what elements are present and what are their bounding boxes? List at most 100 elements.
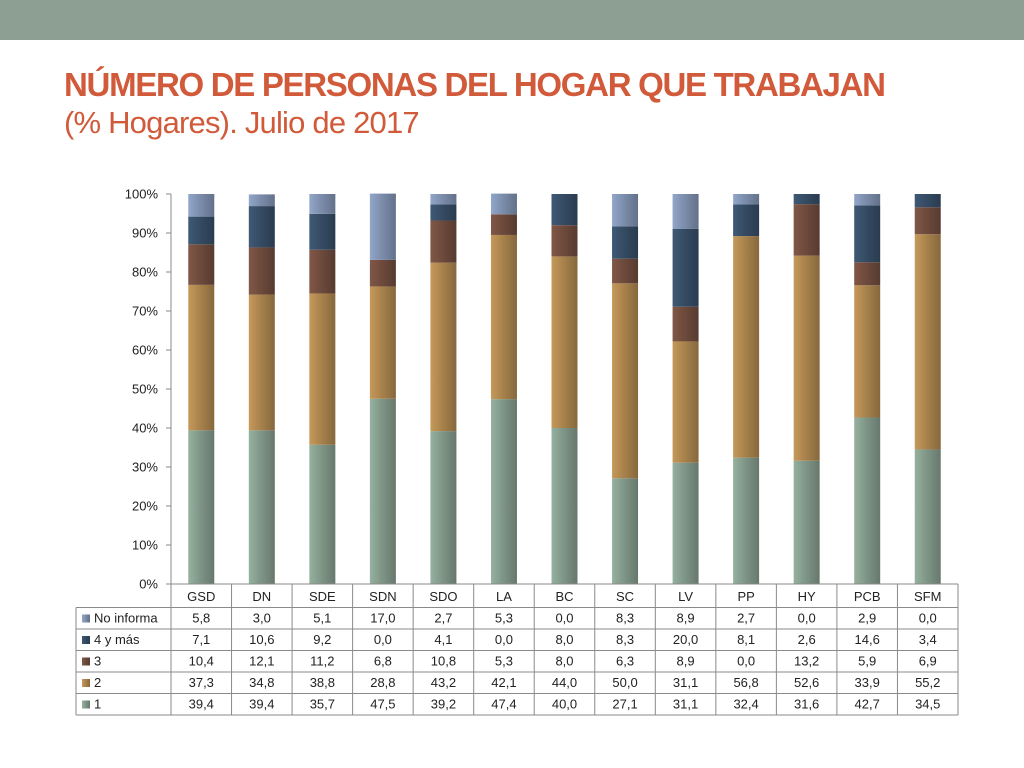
data-label: 14,6 <box>855 632 880 647</box>
data-label: 0,0 <box>495 632 513 647</box>
data-label: 44,0 <box>552 675 577 690</box>
data-label: 56,8 <box>733 675 758 690</box>
data-label: 47,4 <box>491 697 516 712</box>
bar-segment-pcb-5 <box>854 194 881 206</box>
data-label: 12,1 <box>249 654 274 669</box>
bar-segment-lv-3 <box>672 306 699 342</box>
data-label: 10,8 <box>431 654 456 669</box>
data-label: 5,8 <box>192 611 210 626</box>
bar-segment-sfm-3 <box>914 207 941 235</box>
x-category-label: GSD <box>187 589 215 604</box>
data-label: 55,2 <box>915 675 940 690</box>
bar-segment-sfm-4 <box>914 194 941 208</box>
data-label: 8,3 <box>616 632 634 647</box>
legend-key-4 <box>82 636 90 644</box>
data-label: 47,5 <box>370 697 395 712</box>
title-block: NÚMERO DE PERSONAS DEL HOGAR QUE TRABAJA… <box>64 66 984 142</box>
data-label: 8,0 <box>555 632 573 647</box>
data-label: 34,5 <box>915 697 940 712</box>
legend-label: No informa <box>94 611 158 626</box>
data-label: 8,0 <box>555 654 573 669</box>
data-label: 31,1 <box>673 697 698 712</box>
bar-segment-sde-5 <box>309 194 336 214</box>
data-label: 33,9 <box>855 675 880 690</box>
data-label: 4,1 <box>434 632 452 647</box>
data-label: 42,1 <box>491 675 516 690</box>
x-category-label: SDE <box>309 589 336 604</box>
y-tick-label: 90% <box>132 226 158 241</box>
data-label: 50,0 <box>612 675 637 690</box>
bar-segment-hy-1 <box>793 460 820 584</box>
bar-segment-la-3 <box>490 214 517 235</box>
data-label: 20,0 <box>673 632 698 647</box>
x-category-label: LA <box>496 589 512 604</box>
data-label: 39,4 <box>189 697 214 712</box>
bar-segment-la-2 <box>490 234 517 400</box>
bar-segment-lv-2 <box>672 341 699 463</box>
data-label: 6,3 <box>616 654 634 669</box>
data-label: 2,6 <box>798 632 816 647</box>
y-tick-label: 70% <box>132 304 158 319</box>
data-label: 8,1 <box>737 632 755 647</box>
bar-segment-dn-4 <box>248 206 275 248</box>
data-label: 8,3 <box>616 611 634 626</box>
data-label: 38,8 <box>310 675 335 690</box>
bar-segment-pp-5 <box>733 194 760 205</box>
bar-segment-lv-5 <box>672 194 699 229</box>
bar-segment-la-5 <box>490 193 517 215</box>
bar-segment-dn-5 <box>248 194 275 207</box>
bar-segment-sdn-5 <box>369 193 396 260</box>
data-label: 5,9 <box>858 654 876 669</box>
bar-segment-pcb-4 <box>854 205 881 263</box>
bar-segment-gsd-5 <box>188 194 215 217</box>
data-label: 42,7 <box>855 697 880 712</box>
legend-key-5 <box>82 614 90 623</box>
bar-segment-gsd-4 <box>188 216 215 245</box>
top-decor-band <box>0 0 1024 40</box>
bar-segment-pp-1 <box>733 457 760 584</box>
data-label: 7,1 <box>192 632 210 647</box>
slide-title: NÚMERO DE PERSONAS DEL HOGAR QUE TRABAJA… <box>64 66 886 103</box>
bar-segment-sc-4 <box>612 226 639 259</box>
bar-segment-hy-3 <box>793 204 820 256</box>
data-label: 31,1 <box>673 675 698 690</box>
data-label: 10,6 <box>249 632 274 647</box>
bar-segment-dn-1 <box>248 430 275 584</box>
data-label: 2,9 <box>858 611 876 626</box>
data-label: 32,4 <box>733 697 758 712</box>
bar-segment-sdn-2 <box>369 286 396 399</box>
bar-segment-sde-4 <box>309 213 336 250</box>
bar-segment-pcb-2 <box>854 285 881 418</box>
slide-subtitle: (% Hogares). Julio de 2017 <box>64 105 420 140</box>
x-category-label: SFM <box>914 589 941 604</box>
legend-key-2 <box>82 679 90 687</box>
bar-segment-bc-3 <box>551 225 578 257</box>
data-label: 31,6 <box>794 697 819 712</box>
bar-segment-sc-3 <box>612 258 639 284</box>
y-tick-label: 0% <box>139 577 158 592</box>
data-label: 0,0 <box>555 611 573 626</box>
bar-segment-la-1 <box>490 399 517 584</box>
bar-segment-pcb-3 <box>854 262 881 286</box>
data-label: 3,4 <box>919 632 937 647</box>
data-label: 43,2 <box>431 675 456 690</box>
y-tick-label: 10% <box>132 538 158 553</box>
y-tick-label: 60% <box>132 343 158 358</box>
data-label: 39,2 <box>431 697 456 712</box>
bar-segment-gsd-1 <box>188 430 215 584</box>
bar-segment-pp-4 <box>733 204 760 237</box>
data-label: 0,0 <box>798 611 816 626</box>
bar-segment-dn-2 <box>248 294 275 431</box>
bar-segment-sfm-1 <box>914 449 941 584</box>
bar-segment-bc-2 <box>551 256 578 428</box>
bar-segment-pp-2 <box>733 236 760 458</box>
bar-segment-sc-1 <box>612 478 639 584</box>
x-category-label: DN <box>252 589 271 604</box>
bar-segment-sdo-2 <box>430 262 457 432</box>
bar-segment-lv-4 <box>672 228 699 307</box>
y-tick-label: 80% <box>132 265 158 280</box>
x-category-label: PP <box>737 589 754 604</box>
bar-segment-sdn-1 <box>369 398 396 584</box>
bar-segment-sde-2 <box>309 293 336 445</box>
bar-segment-hy-4 <box>793 194 820 205</box>
